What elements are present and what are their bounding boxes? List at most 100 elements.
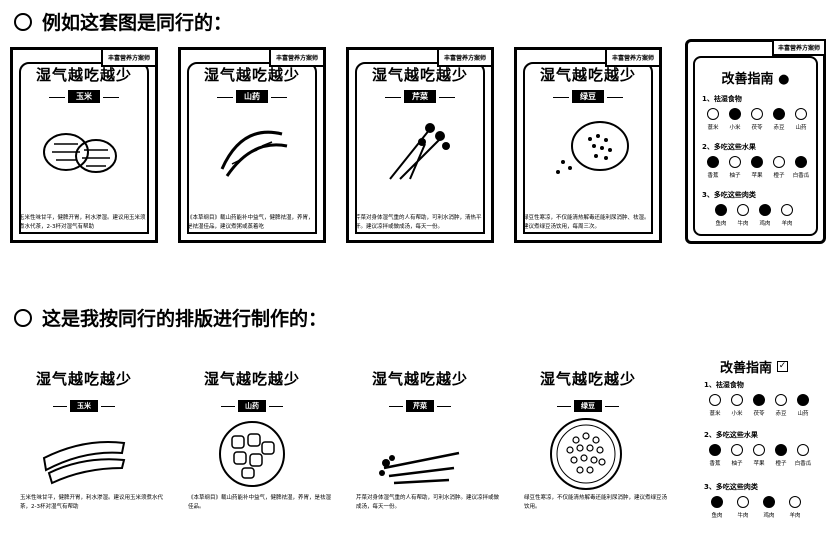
fruit-label: 白香瓜 [792,173,810,179]
food-icon [795,108,807,120]
heading-text: 例如这套图是同行的： [42,12,233,34]
meat-item: 鸡肉 [756,496,782,519]
guide-section-title: 1、祛湿食物 [702,95,742,103]
fruit-item: 苹果 [748,444,770,467]
card-title: 湿气越吃越少 [203,66,300,84]
my-guide-title-text: 改善指南 [720,361,773,376]
circle-icon [14,12,32,31]
card-tag: 丰富营养方案师 [100,50,155,67]
reference-card-4: 丰富营养方案师 湿气越吃越少 绿豆 绿豆性寒凉，不仅能清热解毒还能利尿消肿、祛湿… [514,47,662,243]
fruit-icon [751,156,763,168]
food-label: 茯苓 [753,411,765,417]
fruit-label: 香蕉 [707,173,719,179]
guide-title-text: 改善指南 [721,72,774,87]
meat-item: 羊肉 [776,204,798,227]
guide-section-title: 3、多吃这些肉类 [702,191,756,199]
fruit-icon [797,444,809,456]
yam-illustration-icon [220,130,288,177]
checkbox-icon: ✓ [777,361,789,372]
fruit-icon [753,444,765,456]
meat-label: 羊肉 [781,221,793,227]
fruit-item: 柚子 [724,156,746,179]
meat-icon [759,204,771,216]
fruit-label: 柚子 [729,173,741,179]
fruit-item: 柚子 [726,444,748,467]
reference-guide-card: 丰富营养方案师 改善指南 ● 1、祛湿食物 薏米 小米 茯苓 赤豆 山药 2、多… [685,39,826,244]
my-guide-items-row: 薏米 小米 茯苓 赤豆 山药 [704,394,814,417]
food-item: 茯苓 [748,394,770,417]
my-card-desc: 《本草纲目》载山药能补中益气，健脾祛湿，养胃，是祛湿佳品。 [188,495,332,510]
fruit-label: 香蕉 [709,461,721,467]
food-icon [729,108,741,120]
meat-icon [715,204,727,216]
food-icon [731,394,743,406]
card-label: 芹菜 [385,90,455,103]
fruit-item: 橙子 [768,156,790,179]
card-label: 山药 [217,90,287,103]
card-tag: 丰富营养方案师 [436,50,491,67]
fruit-label: 橙子 [773,173,785,179]
food-item: 小米 [724,108,746,131]
meat-icon [737,496,749,508]
meat-label: 羊肉 [789,513,801,519]
meat-icon [789,496,801,508]
guide-items-row: 鱼肉 牛肉 鸡肉 羊肉 [710,204,798,227]
fruit-icon [775,444,787,456]
meat-icon [711,496,723,508]
fruit-icon [795,156,807,168]
card-title: 湿气越吃越少 [539,66,636,84]
food-item: 薏米 [702,108,724,131]
corn-illustration-icon [43,133,117,173]
my-card-desc: 绿豆性寒凉，不仅能清热解毒还能利尿消肿，建议煮绿豆汤饮用。 [524,495,668,510]
food-icon [775,394,787,406]
meat-label: 牛肉 [737,513,749,519]
card-desc: 芹菜对身体湿气重的人有帮助，可利水消肿，清热平肝。建议凉拌或做成汤，每天一份。 [355,215,482,230]
my-guide-items-row: 鱼肉 牛肉 鸡肉 羊肉 [704,496,808,519]
fruit-item: 香蕉 [704,444,726,467]
heading-text: 这是我按同行的排版进行制作的： [42,308,328,330]
yam-plate-illustration-icon [219,421,285,487]
food-icon [707,108,719,120]
guide-tag: 丰富营养方案师 [771,39,826,56]
card-title: 湿气越吃越少 [35,66,132,84]
meat-item: 牛肉 [732,204,754,227]
my-card-label: 芹菜 [389,400,451,412]
meat-icon [737,204,749,216]
food-item: 小米 [726,394,748,417]
food-item: 山药 [792,394,814,417]
celery-illustration-icon [379,451,460,485]
check-circle-icon: ● [778,72,790,87]
food-item: 茯苓 [746,108,768,131]
card-desc: 《本草纲目》载山药能补中益气，健脾祛湿，养胃，是祛湿佳品，建议煮粥或蒸着吃 [187,215,314,230]
reference-card-3: 丰富营养方案师 湿气越吃越少 芹菜 芹菜对身体湿气重的人有帮助，可利水消肿，清热… [346,47,494,243]
my-card-label: 玉米 [53,400,115,412]
my-guide-items-row: 香蕉 柚子 苹果 橙子 白香瓜 [704,444,814,467]
fruit-item: 白香瓜 [790,156,812,179]
food-label: 山药 [797,411,809,417]
food-icon [751,108,763,120]
section-heading-reference: 例如这套图是同行的： [14,8,232,35]
my-card-title: 湿气越吃越少 [539,370,636,388]
card-desc: 绿豆性寒凉，不仅能清热解毒还能利尿消肿、祛湿。建议煮绿豆汤饮用，每周三次。 [523,215,650,230]
meat-item: 牛肉 [730,496,756,519]
my-guide-section-title: 1、祛湿食物 [704,381,744,389]
card-label: 绿豆 [553,90,623,103]
meat-icon [781,204,793,216]
fruit-icon [709,444,721,456]
mung-bean-bowl-illustration-icon [550,418,622,490]
food-label: 薏米 [709,411,721,417]
food-item: 赤豆 [768,108,790,131]
reference-card-2: 丰富营养方案师 湿气越吃越少 山药 《本草纲目》载山药能补中益气，健脾祛湿，养胃… [178,47,326,243]
celery-illustration-icon [389,123,450,180]
fruit-icon [731,444,743,456]
my-card-title: 湿气越吃越少 [203,370,300,388]
fruit-item: 香蕉 [702,156,724,179]
guide-items-row: 香蕉 柚子 苹果 橙子 白香瓜 [702,156,812,179]
fruit-item: 白香瓜 [792,444,814,467]
fruit-label: 橙子 [775,461,787,467]
fruit-label: 苹果 [753,461,765,467]
my-card-desc: 玉米性味甘平，健脾开胃，利水渗湿。建议用玉米须煮水代茶，2-3杯对湿气有帮助 [20,495,164,510]
meat-label: 鱼肉 [715,221,727,227]
card-tag: 丰富营养方案师 [604,50,659,67]
card-label: 玉米 [49,90,119,103]
